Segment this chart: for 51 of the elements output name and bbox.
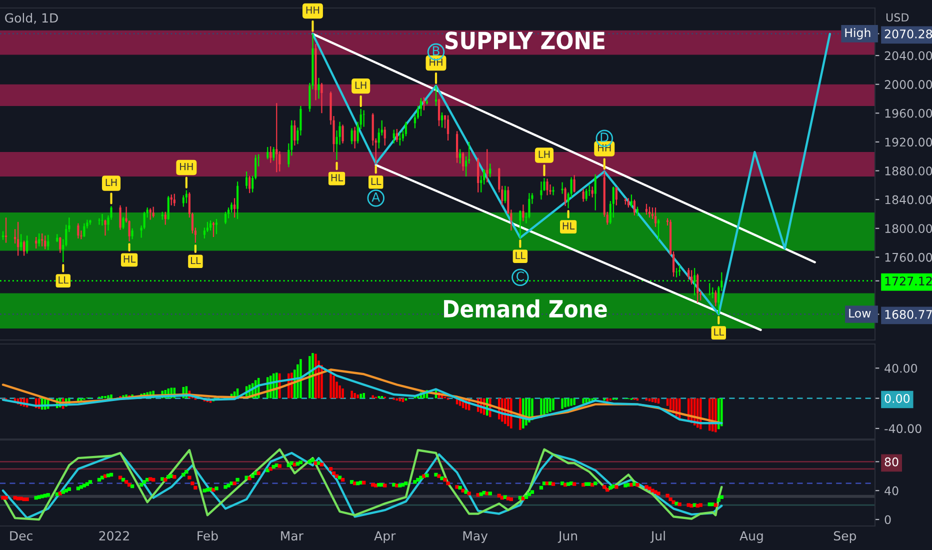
annotation: LL (190, 256, 201, 264)
y-tick-label: 2000.00 (884, 80, 932, 89)
annotation: HH (306, 6, 320, 14)
annotation: LL (714, 328, 724, 336)
y-tick-label: 1680.77 (885, 310, 932, 319)
annotation: HL (124, 256, 136, 263)
annotation: D (600, 132, 608, 142)
y-tick-label: 1727.12 (885, 276, 932, 286)
y-tick-label: 0 (884, 515, 891, 524)
x-tick-label: Mar (281, 531, 304, 541)
x-tick-label: Apr (374, 531, 396, 543)
y-tick-label: 1960.00 (885, 108, 932, 118)
annotation: LL (371, 178, 382, 185)
annotation: LH (106, 178, 117, 186)
y-tick-label: 40 (884, 486, 898, 496)
chart-title: Gold, 1D (5, 12, 58, 24)
annotation: C (516, 272, 524, 281)
x-tick-label: Jun (558, 531, 578, 543)
band-label: SUPPLY ZONE (446, 32, 604, 50)
y-axis-title: USD (886, 13, 909, 22)
y-tick-label: 1880.00 (885, 166, 932, 176)
x-tick-label: Aug (740, 531, 763, 543)
x-tick-label: Dec (10, 531, 32, 541)
y-tick-label: 80 (884, 457, 898, 466)
x-tick-label: Sep (834, 531, 856, 543)
y-tick-label: 2040.00 (884, 51, 932, 60)
band-label: Demand Zone (444, 299, 607, 318)
x-tick-label: May (463, 531, 488, 543)
y-tick-label: 2070.28 (884, 29, 932, 38)
y-tick-label: 1920.00 (885, 138, 932, 147)
x-tick-label: Feb (198, 530, 218, 541)
y-tick-label: -40.00 (884, 424, 922, 434)
annotation: LL (516, 252, 526, 260)
x-tick-label: 2022 (99, 531, 129, 541)
ref-line-label: High (845, 28, 870, 40)
x-tick-label: Jul (650, 530, 665, 543)
annotation: HL (562, 222, 575, 230)
y-tick-label: 1800.00 (885, 224, 932, 234)
annotation: HL (331, 174, 344, 182)
y-tick-label: 1760.00 (885, 252, 932, 262)
y-tick-label: 0.00 (884, 394, 910, 403)
annotation: A (372, 192, 380, 202)
annotation: HH (430, 58, 442, 66)
annotation: HH (180, 163, 193, 170)
annotation: LH (538, 150, 550, 158)
annotation: LL (58, 276, 69, 284)
y-tick-label: 1840.00 (885, 195, 932, 204)
ref-line-label: Low (849, 308, 871, 318)
annotation: B (432, 46, 440, 56)
y-tick-label: 40.00 (884, 364, 918, 373)
annotation: LH (355, 82, 366, 89)
